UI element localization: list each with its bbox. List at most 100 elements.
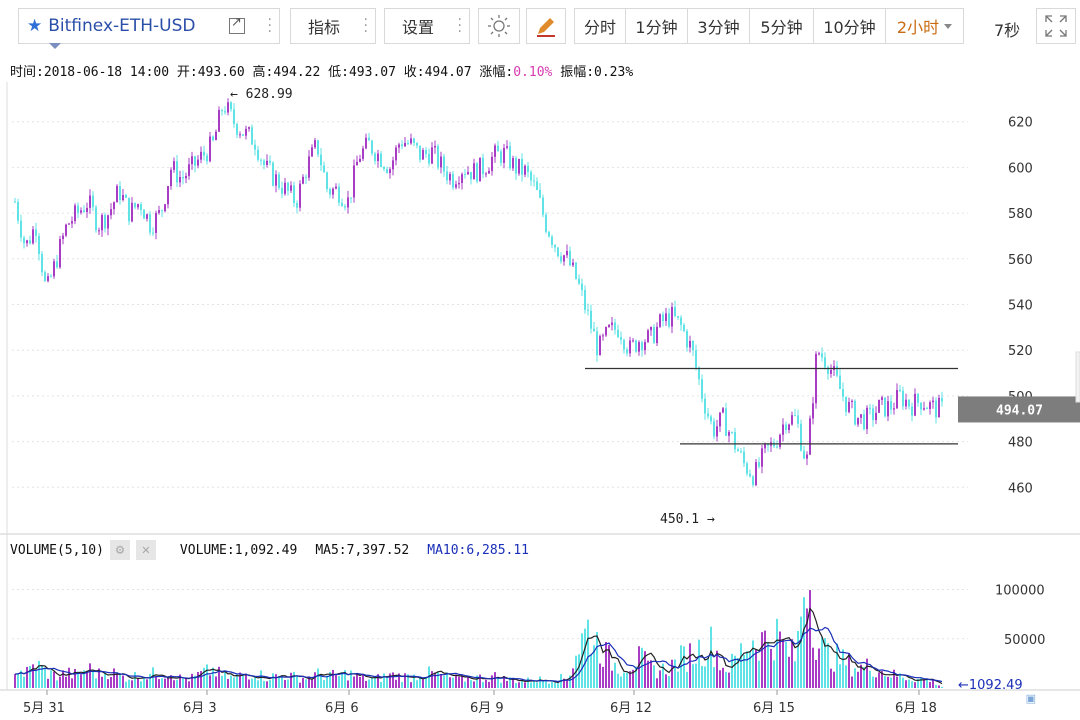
candle-body bbox=[251, 127, 253, 145]
volume-bar bbox=[488, 681, 490, 688]
candle-body bbox=[89, 195, 91, 208]
candle-body bbox=[284, 182, 286, 194]
external-link-icon[interactable] bbox=[229, 15, 245, 34]
volume-title: VOLUME(5,10) bbox=[10, 542, 104, 558]
candle-body bbox=[482, 157, 484, 174]
gear-icon[interactable]: ⚙ bbox=[109, 540, 130, 560]
candle-body bbox=[734, 432, 736, 450]
candle-body bbox=[827, 367, 829, 374]
price-volume-chart[interactable]: 620600580560540520500480460100000500005月… bbox=[0, 82, 1080, 720]
period-tab-1[interactable]: 1分钟 bbox=[626, 8, 688, 44]
volume-bar bbox=[449, 677, 451, 688]
volume-bar bbox=[422, 679, 424, 688]
volume-bar bbox=[461, 674, 463, 688]
volume-bar bbox=[101, 676, 103, 688]
candle-body bbox=[743, 451, 745, 464]
candle-body bbox=[242, 134, 244, 136]
candle-body bbox=[638, 342, 640, 352]
candle-body bbox=[701, 379, 703, 399]
volume-bar bbox=[650, 660, 652, 688]
volume-bar bbox=[215, 676, 217, 688]
volume-bar bbox=[581, 633, 583, 688]
volume-bar bbox=[47, 678, 49, 688]
candle-body bbox=[935, 400, 937, 418]
volume-bar bbox=[113, 668, 115, 688]
candle-body bbox=[569, 250, 571, 266]
candle-body bbox=[122, 195, 124, 200]
volume-bar bbox=[632, 669, 634, 688]
candle-body bbox=[77, 205, 79, 213]
candle-body bbox=[227, 102, 229, 113]
candle-body bbox=[134, 202, 136, 208]
candle-body bbox=[818, 353, 820, 355]
high-price-marker: ← 628.99 bbox=[230, 87, 293, 102]
theme-toggle-button[interactable] bbox=[478, 8, 520, 44]
candle-body bbox=[185, 175, 187, 179]
volume-bar bbox=[698, 639, 700, 688]
draw-tool-button[interactable] bbox=[526, 8, 566, 44]
indicator-button[interactable]: 指标 · · · bbox=[290, 8, 376, 44]
volume-bar bbox=[932, 678, 934, 688]
candle-body bbox=[611, 322, 613, 325]
last-price-tag bbox=[958, 396, 1080, 423]
candle-body bbox=[869, 407, 871, 409]
volume-bar bbox=[527, 677, 529, 688]
settings-button[interactable]: 设置 · · · bbox=[384, 8, 470, 44]
volume-bar bbox=[755, 649, 757, 688]
volume-bar bbox=[938, 685, 940, 688]
volume-bar bbox=[761, 632, 763, 688]
candle-body bbox=[608, 324, 610, 328]
candle-body bbox=[23, 237, 25, 244]
time-label: 时间: bbox=[10, 65, 44, 80]
volume-bar bbox=[554, 682, 556, 688]
fullscreen-button[interactable] bbox=[1036, 8, 1076, 44]
more-dots-icon[interactable]: · · · bbox=[267, 12, 272, 40]
volume-bar bbox=[182, 678, 184, 688]
period-tab-4[interactable]: 10分钟 bbox=[814, 8, 886, 44]
volume-bar bbox=[545, 680, 547, 688]
candle-body bbox=[485, 173, 487, 175]
star-icon[interactable]: ★ bbox=[27, 16, 43, 36]
volume-bar bbox=[296, 675, 298, 688]
symbol-selector[interactable]: ★ Bitfinex-ETH-USD ··· bbox=[18, 8, 280, 49]
volume-bar bbox=[134, 672, 136, 688]
volume-bar bbox=[188, 681, 190, 688]
candle-body bbox=[839, 375, 841, 389]
period-tab-0[interactable]: 分时 bbox=[574, 8, 626, 44]
volume-bar bbox=[290, 672, 292, 688]
candle-body bbox=[716, 426, 718, 437]
period-tab-2[interactable]: 3分钟 bbox=[688, 8, 750, 44]
period-tab-3[interactable]: 5分钟 bbox=[750, 8, 814, 44]
candle-body bbox=[740, 451, 742, 453]
candle-body bbox=[494, 145, 496, 157]
volume-bar bbox=[845, 665, 847, 688]
volume-bar bbox=[566, 680, 568, 688]
candle-body bbox=[674, 306, 676, 317]
close-icon[interactable]: ✕ bbox=[135, 540, 156, 560]
candle-body bbox=[263, 160, 265, 166]
volume-bar bbox=[230, 675, 232, 688]
volume-bar bbox=[833, 671, 835, 688]
period-tab-selected[interactable]: 2小时 bbox=[886, 8, 964, 44]
volume-bar bbox=[704, 666, 706, 688]
volume-bar bbox=[59, 676, 61, 688]
volume-bar bbox=[599, 663, 601, 688]
volume-bar bbox=[752, 640, 754, 688]
price-tick-label: 620 bbox=[1008, 116, 1033, 131]
candle-body bbox=[299, 183, 301, 208]
price-tick-label: 460 bbox=[1008, 481, 1033, 496]
volume-bar bbox=[533, 681, 535, 688]
volume-bar bbox=[674, 659, 676, 688]
candle-body bbox=[314, 140, 316, 148]
candle-body bbox=[647, 330, 649, 343]
candle-body bbox=[92, 195, 94, 208]
volume-bar bbox=[149, 673, 151, 688]
volume-bar bbox=[416, 680, 418, 688]
time-value: 2018-06-18 14:00 bbox=[43, 65, 170, 80]
candle-body bbox=[851, 400, 853, 402]
volume-bar bbox=[473, 681, 475, 688]
candle-body bbox=[335, 186, 337, 189]
candle-body bbox=[836, 366, 838, 376]
candle-body bbox=[575, 262, 577, 279]
volume-bar bbox=[710, 626, 712, 688]
